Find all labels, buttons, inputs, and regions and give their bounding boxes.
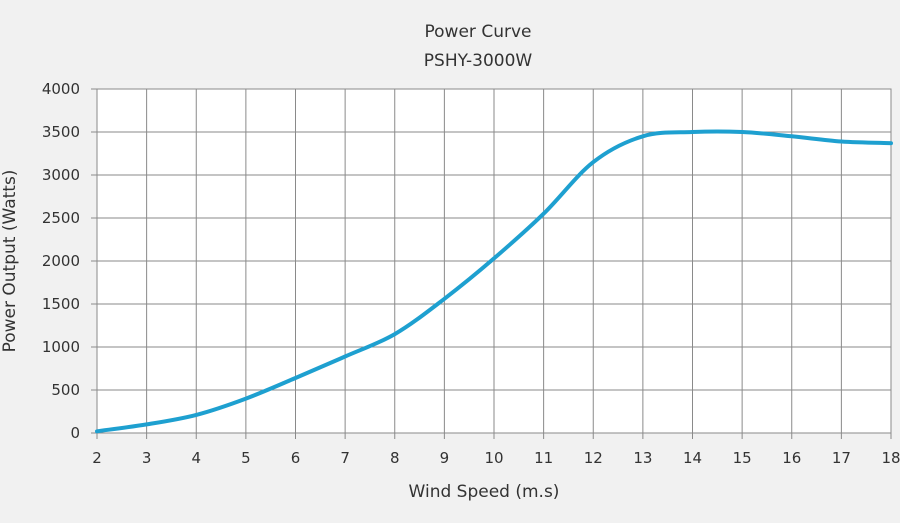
- x-tick-label: 14: [683, 449, 702, 467]
- x-tick-label: 17: [832, 449, 851, 467]
- data-point: [492, 256, 496, 260]
- x-tick-label: 9: [440, 449, 450, 467]
- x-tick-label: 12: [584, 449, 603, 467]
- data-point: [194, 413, 198, 417]
- data-point: [591, 160, 595, 164]
- y-tick-label: 2000: [42, 252, 80, 270]
- series: [95, 129, 893, 434]
- data-point: [244, 397, 248, 401]
- y-tick-label: 3500: [42, 123, 80, 141]
- grid: [91, 88, 892, 439]
- x-tick-label: 5: [241, 449, 251, 467]
- x-tick-label: 15: [733, 449, 752, 467]
- data-point: [393, 332, 397, 336]
- x-axis-label: Wind Speed (m.s): [409, 482, 560, 502]
- x-tick-label: 7: [340, 449, 350, 467]
- x-axis-ticks: 2 3 4 5 6 7 8 9 10 11 12 13 14 15 16 17 18: [92, 449, 900, 467]
- chart-title: Power Curve: [425, 22, 532, 42]
- data-point: [889, 141, 893, 145]
- x-tick-label: 4: [191, 449, 201, 467]
- y-axis-ticks: 0 500 1000 1500 2000 2500 3000 3500 4000: [42, 80, 80, 442]
- data-point: [740, 130, 744, 134]
- x-tick-label: 16: [782, 449, 801, 467]
- y-tick-label: 500: [51, 381, 80, 399]
- data-point: [343, 354, 347, 358]
- y-tick-label: 3000: [42, 166, 80, 184]
- y-tick-label: 1000: [42, 338, 80, 356]
- x-tick-label: 6: [291, 449, 301, 467]
- y-tick-label: 4000: [42, 80, 80, 98]
- x-tick-label: 10: [484, 449, 503, 467]
- data-point: [839, 139, 843, 143]
- x-tick-label: 13: [633, 449, 652, 467]
- x-tick-label: 18: [881, 449, 900, 467]
- data-point: [790, 134, 794, 138]
- data-point: [294, 376, 297, 380]
- data-point: [542, 212, 546, 216]
- y-tick-label: 2500: [42, 209, 80, 227]
- data-point: [442, 297, 446, 301]
- x-tick-label: 2: [92, 449, 102, 467]
- x-tick-label: 8: [390, 449, 400, 467]
- x-tick-label: 11: [534, 449, 553, 467]
- data-point: [691, 130, 694, 134]
- data-point: [145, 422, 149, 426]
- x-tick-label: 3: [142, 449, 152, 467]
- y-axis-label: Power Output (Watts): [0, 170, 20, 353]
- data-point: [641, 134, 645, 138]
- data-point: [95, 429, 99, 433]
- chart-subtitle: PSHY-3000W: [424, 51, 533, 71]
- y-tick-label: 0: [70, 424, 80, 442]
- y-tick-label: 1500: [42, 295, 80, 313]
